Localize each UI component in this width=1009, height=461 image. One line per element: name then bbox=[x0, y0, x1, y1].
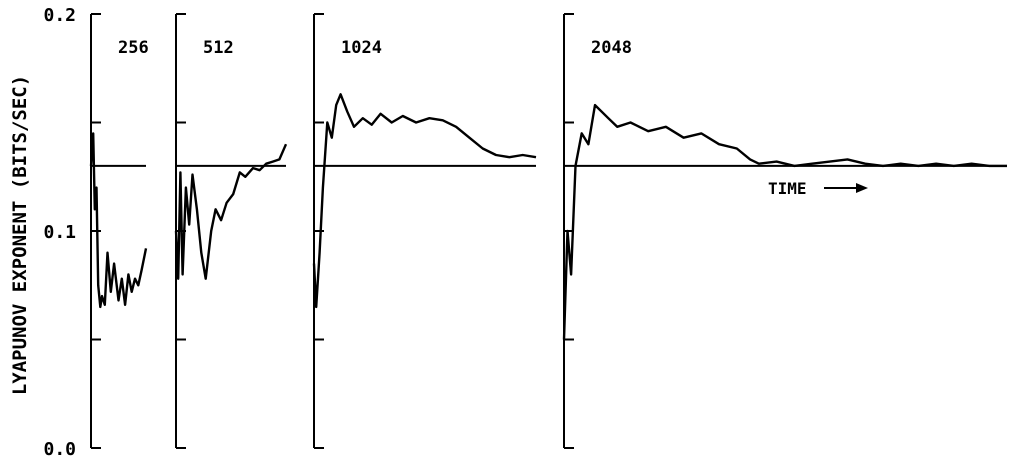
series-line bbox=[174, 143, 288, 280]
y-axis-label: LYAPUNOV EXPONENT (BITS/SEC) bbox=[9, 75, 31, 395]
y-tick-label: 0.2 bbox=[43, 5, 76, 26]
series-line bbox=[312, 93, 537, 309]
panel-label: 1024 bbox=[341, 38, 382, 58]
panel-label: 2048 bbox=[591, 38, 632, 58]
series-line bbox=[89, 132, 148, 309]
time-arrow-head bbox=[856, 183, 868, 193]
series-line bbox=[562, 103, 1007, 340]
panel-label: 256 bbox=[118, 38, 149, 58]
panel-label: 512 bbox=[203, 38, 234, 58]
plot-area: 0.0 0.1 0.2 256 512 1024 2048 TIME bbox=[43, 5, 1007, 460]
y-tick-label: 0.1 bbox=[43, 222, 76, 243]
time-annotation: TIME bbox=[768, 179, 807, 198]
y-tick-label: 0.0 bbox=[43, 439, 76, 460]
